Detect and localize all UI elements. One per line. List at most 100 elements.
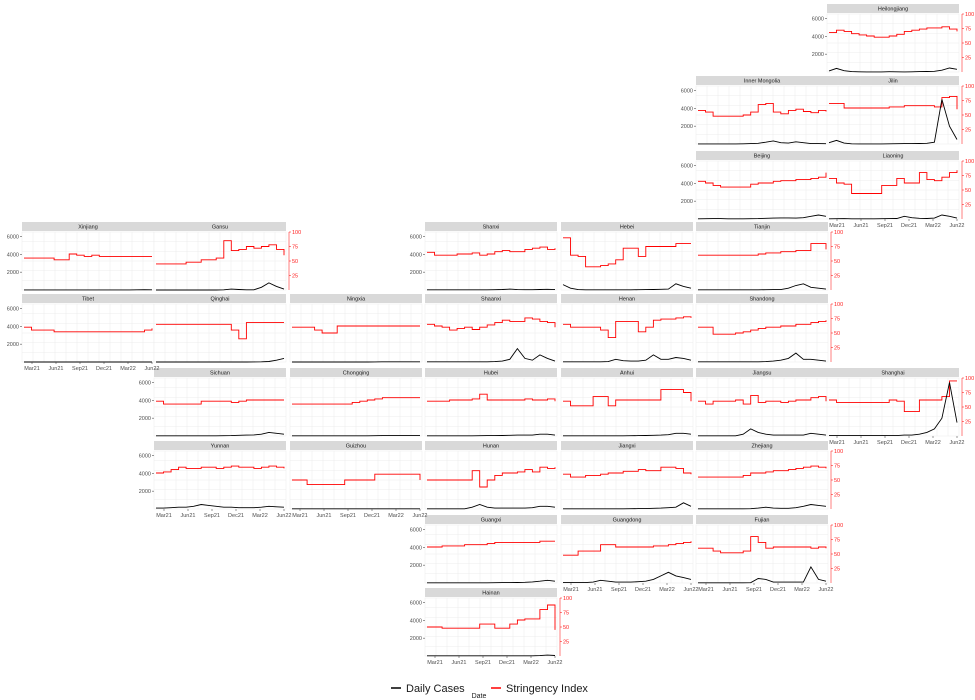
y2-tick-label: 50 bbox=[965, 113, 971, 119]
x-tick-label: Sep21 bbox=[204, 513, 220, 519]
x-tick-label: Mar22 bbox=[925, 440, 941, 446]
series-daily-cases bbox=[828, 67, 958, 73]
series-stringency-index bbox=[698, 243, 827, 256]
y2-tick-label: 100 bbox=[834, 523, 843, 529]
panel-strip bbox=[425, 515, 557, 524]
x-tick-label: Jun21 bbox=[452, 660, 467, 666]
y2-tick-label: 25 bbox=[563, 640, 569, 646]
series-daily-cases bbox=[427, 579, 556, 584]
y2-tick-label: 25 bbox=[965, 128, 971, 134]
panel-strip bbox=[827, 76, 959, 85]
y2-tick-label: 50 bbox=[965, 41, 971, 47]
y-tick-label: 2000 bbox=[7, 270, 19, 276]
panel-heilongjiang: Heilongjiang bbox=[826, 4, 960, 73]
y2-tick-label: 25 bbox=[965, 203, 971, 209]
panel-strip-label: Shandong bbox=[749, 296, 774, 302]
y-tick-label: 2000 bbox=[139, 416, 151, 422]
y-tick-label: 2000 bbox=[410, 563, 422, 569]
y2-tick-label: 75 bbox=[965, 391, 971, 397]
panel-strip-label: Inner Mongolia bbox=[744, 78, 781, 84]
y2-tick-label: 25 bbox=[834, 346, 840, 352]
panel-strip-label: Jiangsu bbox=[753, 370, 772, 376]
panel-grid-lines bbox=[561, 304, 693, 362]
panel-fujian: Fujian bbox=[695, 515, 829, 584]
y-tick-label: 6000 bbox=[681, 163, 693, 169]
y-tick-label: 2000 bbox=[410, 270, 422, 276]
x-axis: Mar21 Jun21 Sep21 Dec21 Mar22 Jun22 bbox=[563, 583, 699, 593]
x-tick-label: Sep21 bbox=[475, 660, 491, 666]
x-tick-label: Sep21 bbox=[340, 513, 356, 519]
panel-grid-lines bbox=[425, 378, 557, 436]
panel-shandong: Shandong bbox=[695, 294, 829, 363]
panel-ningxia: Ningxia bbox=[289, 294, 423, 363]
panel-strip-label: Jilin bbox=[888, 78, 897, 84]
panel-strip bbox=[696, 368, 828, 377]
panel-grid-lines bbox=[561, 378, 693, 436]
panel-strip-label: Beijing bbox=[754, 153, 771, 159]
x-tick-label: Jun22 bbox=[684, 587, 699, 593]
y2-tick-label: 25 bbox=[292, 274, 298, 280]
series-daily-cases bbox=[698, 565, 827, 584]
panel-grid-lines bbox=[425, 525, 557, 583]
x-tick-label: Jun22 bbox=[950, 223, 965, 229]
y-axis-right: 25 50 75 100 bbox=[961, 12, 974, 72]
series-daily-cases bbox=[427, 433, 556, 437]
panel-shaanxi: Shaanxi bbox=[424, 294, 558, 363]
y-axis-left: 2000 4000 6000 bbox=[139, 380, 154, 422]
panel-strip bbox=[827, 4, 959, 13]
x-axis: Mar21 Jun21 Sep21 Dec21 Mar22 Jun22 bbox=[427, 656, 563, 666]
panel-strip bbox=[696, 222, 828, 231]
series-stringency-index bbox=[156, 399, 284, 405]
panel-strip-label: Anhui bbox=[620, 370, 634, 376]
panel-hunan: Hunan bbox=[424, 441, 558, 510]
x-axis: Mar21 Jun21 Sep21 Dec21 Mar22 Jun22 bbox=[829, 436, 965, 446]
panel-grid-lines bbox=[290, 378, 422, 436]
x-tick-label: Mar21 bbox=[829, 440, 845, 446]
y-axis-left: 2000 4000 6000 bbox=[410, 234, 425, 276]
panel-strip bbox=[827, 368, 959, 377]
y-tick-label: 4000 bbox=[410, 252, 422, 258]
x-tick-label: Jun21 bbox=[181, 513, 196, 519]
panel-strip bbox=[154, 368, 286, 377]
y-axis-right: 25 50 75 100 bbox=[830, 230, 843, 290]
y2-tick-label: 100 bbox=[834, 449, 843, 455]
panel-grid-lines bbox=[696, 232, 828, 290]
x-tick-label: Mar21 bbox=[829, 223, 845, 229]
panel-grid: Heilongjiang Inner Mongolia Jilin Beijing Li… bbox=[21, 4, 960, 657]
panel-grid-lines bbox=[827, 378, 959, 436]
panel-strip-label: Tianjin bbox=[754, 224, 770, 230]
series-stringency-index bbox=[427, 604, 556, 630]
panel-strip-label: Shaanxi bbox=[481, 296, 501, 302]
panel-tibet: Tibet bbox=[21, 294, 155, 363]
y2-tick-label: 75 bbox=[563, 611, 569, 617]
panel-grid-lines bbox=[154, 378, 286, 436]
series-daily-cases bbox=[427, 654, 556, 657]
y-tick-label: 2000 bbox=[812, 52, 824, 58]
y2-tick-label: 100 bbox=[965, 376, 974, 382]
panel-strip-label: Guizhou bbox=[346, 443, 367, 449]
panel-zhejiang: Zhejiang bbox=[695, 441, 829, 510]
x-axis: Mar21 Jun21 Sep21 Dec21 Mar22 Jun22 bbox=[156, 509, 292, 519]
y-tick-label: 6000 bbox=[681, 88, 693, 94]
series-daily-cases bbox=[698, 428, 827, 437]
y2-tick-label: 25 bbox=[965, 420, 971, 426]
panel-henan: Henan bbox=[560, 294, 694, 363]
series-daily-cases bbox=[829, 382, 958, 437]
x-tick-label: Jun21 bbox=[723, 587, 738, 593]
series-stringency-index bbox=[427, 540, 555, 548]
panel-jilin: Jilin bbox=[826, 76, 960, 145]
panel-strip bbox=[425, 588, 557, 597]
panel-strip-label: Shanxi bbox=[483, 224, 500, 230]
panel-grid-lines bbox=[154, 304, 286, 362]
legend-label-daily-cases: Daily Cases bbox=[406, 683, 465, 695]
y-tick-label: 6000 bbox=[7, 306, 19, 312]
y-tick-label: 6000 bbox=[410, 234, 422, 240]
x-tick-label: Sep21 bbox=[611, 587, 627, 593]
x-tick-label: Mar22 bbox=[659, 587, 675, 593]
y2-tick-label: 100 bbox=[965, 12, 974, 18]
series-stringency-index bbox=[156, 465, 285, 474]
y2-tick-label: 75 bbox=[834, 538, 840, 544]
series-daily-cases bbox=[828, 214, 958, 220]
series-daily-cases bbox=[698, 504, 827, 510]
x-tick-label: Sep21 bbox=[72, 366, 88, 372]
